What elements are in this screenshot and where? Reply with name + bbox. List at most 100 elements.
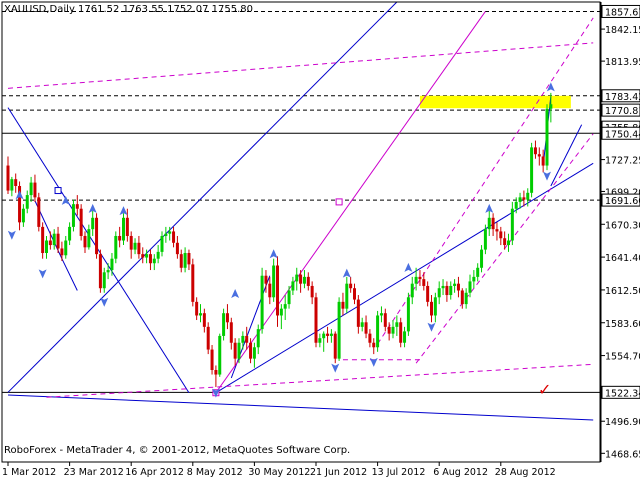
candle-bearish [491, 217, 495, 230]
fractal-down-icon [427, 322, 436, 332]
candle-bearish [372, 342, 376, 348]
time-tick-label: 23 Mar 2012 [64, 467, 124, 478]
candle-bullish [302, 276, 306, 284]
candle-bearish [356, 299, 360, 327]
candle-bearish [56, 233, 60, 249]
candle-bullish [360, 322, 364, 327]
price-tick-label: 1522.34 [605, 388, 640, 399]
candle-bearish [537, 154, 541, 157]
candle-bearish [179, 254, 183, 268]
time-tick-label: 6 Aug 2012 [433, 467, 488, 478]
candle-bearish [341, 301, 345, 309]
candle-bearish [310, 285, 314, 298]
candle-bullish [29, 182, 33, 196]
candle-bearish [245, 335, 249, 343]
resistance-zone [419, 95, 571, 109]
candle-bearish [83, 235, 87, 248]
candle-bullish [322, 333, 326, 339]
candle-bearish [499, 231, 503, 239]
chart-header: XAUUSD,Daily 1761.52 1763.55 1752.07 175… [4, 4, 253, 15]
candle-bearish [14, 179, 18, 186]
candle-bearish [264, 275, 268, 284]
candle-bullish [549, 104, 553, 109]
candle-bearish [364, 322, 368, 334]
time-tick-label: 21 Jun 2012 [310, 467, 367, 478]
candle-bullish [449, 285, 453, 296]
candle-bearish [229, 322, 233, 343]
candle-bearish [129, 235, 133, 250]
candle-bearish [141, 254, 145, 258]
candle-bearish [206, 326, 210, 350]
candle-bearish [533, 147, 537, 155]
price-tick-label: 1813.95 [605, 57, 640, 68]
candle-bullish [530, 147, 534, 193]
fractal-down-icon [369, 357, 378, 367]
candle-bearish [353, 288, 356, 300]
candle-bullish [256, 329, 260, 348]
candle-bearish [418, 276, 422, 280]
candle-bullish [545, 108, 549, 166]
candle-bullish [156, 251, 160, 259]
candle-bullish [395, 322, 399, 327]
line-anchor-marker [335, 198, 343, 206]
fractal-markers [7, 82, 555, 398]
candle-bearish [233, 342, 237, 359]
candle-bearish [306, 276, 310, 286]
candle-bullish [272, 265, 276, 298]
candle-bullish [222, 313, 226, 336]
candle-bearish [522, 197, 526, 200]
candle-bullish [291, 281, 295, 291]
candle-bullish [168, 231, 172, 234]
candle-bullish [91, 217, 95, 230]
price-tick-label: 1468.65 [605, 449, 640, 460]
candle-bullish [518, 197, 522, 202]
fractal-up-icon [231, 289, 240, 299]
candle-bullish [410, 283, 414, 298]
time-tick-label: 28 Aug 2012 [495, 467, 556, 478]
time-axis: 1 Mar 2012 23 Mar 2012 16 Apr 2012 8 May 20… [2, 462, 556, 478]
candle-bullish [218, 335, 222, 375]
candle-bullish [483, 229, 487, 250]
candle-bearish [210, 349, 214, 370]
price-label-box [601, 4, 640, 18]
candle-bullish [114, 235, 118, 259]
candle-bullish [472, 276, 476, 282]
candle-bullish [68, 226, 72, 241]
candle-bullish [241, 335, 245, 343]
trend-line [7, 42, 594, 89]
candle-bullish [25, 195, 29, 209]
candle-bullish [295, 274, 299, 282]
fractal-up-icon [269, 249, 278, 259]
trend-line [215, 11, 486, 394]
candle-bullish [283, 304, 287, 309]
trend-line [7, 394, 594, 421]
candle-bearish [195, 301, 199, 316]
highlight-zones [419, 95, 571, 109]
candles [6, 92, 553, 388]
fractal-down-icon [7, 230, 16, 240]
candle-bullish [480, 249, 484, 268]
price-tick-label: 1727.25 [605, 156, 640, 167]
fractal-down-icon [100, 297, 109, 307]
candle-bullish [329, 333, 333, 336]
price-label-box [601, 193, 640, 207]
time-tick-label: 16 Apr 2012 [125, 467, 184, 478]
trend-line [46, 363, 594, 398]
price-tick-label: 1750.44 [605, 129, 640, 140]
candle-bullish [21, 208, 25, 223]
candle-bearish [137, 242, 141, 255]
candle-bullish [318, 338, 322, 343]
candle-bullish [379, 313, 383, 316]
candle-bearish [98, 254, 102, 289]
time-tick-label: 1 Mar 2012 [2, 467, 56, 478]
price-label-box [601, 89, 640, 103]
candle-bearish [75, 204, 79, 209]
candle-bearish [268, 283, 272, 298]
candle-bearish [125, 217, 129, 236]
candle-bearish [541, 156, 545, 166]
candle-bearish [399, 322, 403, 343]
fractal-up-icon [88, 203, 97, 213]
